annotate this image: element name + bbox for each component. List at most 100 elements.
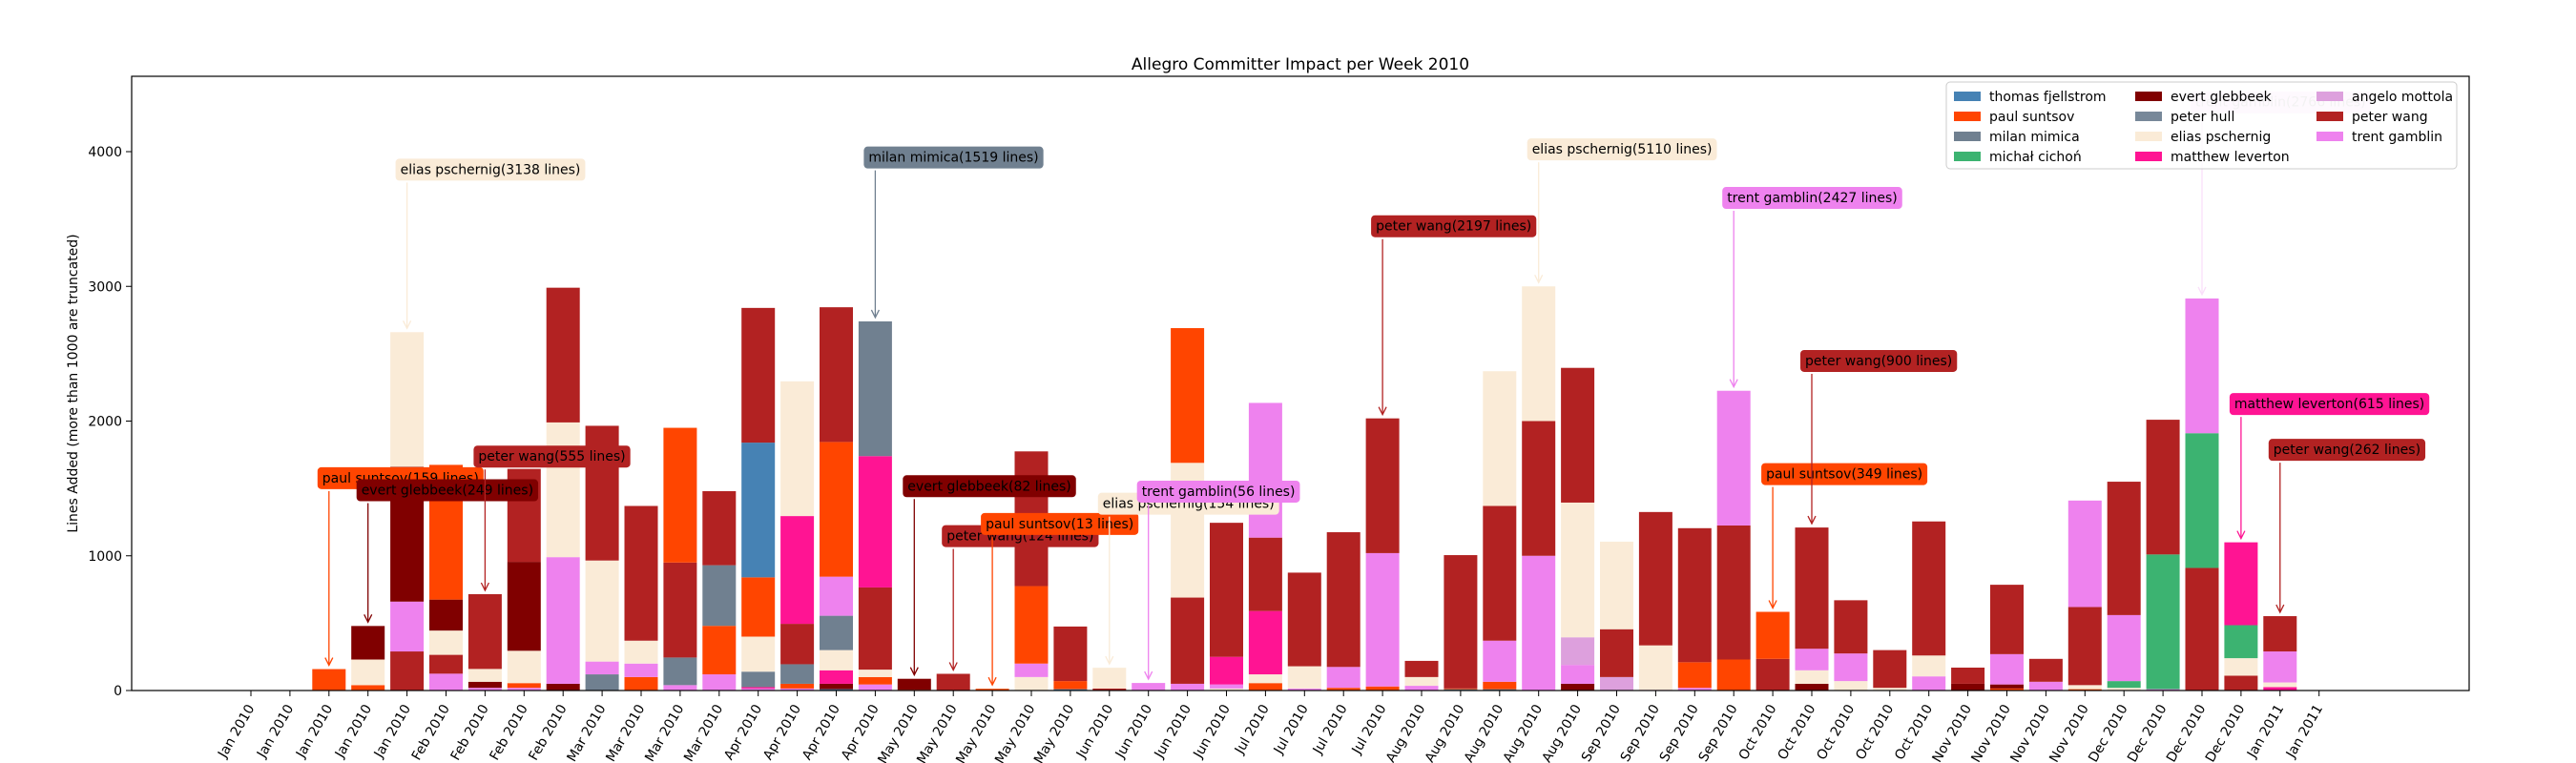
bar-segment-angelo-mottola [1600, 676, 1633, 691]
bar-stack [1912, 521, 1946, 691]
annotation: paul suntsov(349 lines) [1761, 463, 1928, 609]
bar-segment-paul-suntsov [780, 683, 815, 689]
bar-segment-evert-glebbeek [546, 683, 580, 691]
bar-segment-peter-wang [1365, 418, 1400, 553]
bar-segment-trent-gamblin [1677, 688, 1712, 691]
annotation-label: evert glebbeek(82 lines) [907, 479, 1070, 494]
annotation-label: elias pschernig(5110 lines) [1532, 142, 1713, 157]
annotation-label: peter wang(2197 lines) [1376, 219, 1531, 235]
bar-segment-elias-pschernig [1638, 645, 1672, 691]
annotation-box [863, 146, 1044, 169]
bar-stack [351, 626, 385, 691]
bar-segment-paul-suntsov [2067, 689, 2102, 691]
bar-segment-micha-cicho [2146, 554, 2180, 690]
annotation: peter wang(262 lines) [2268, 439, 2426, 614]
bar-segment-peter-wang [1326, 532, 1361, 668]
bar-segment-elias-pschernig [624, 640, 658, 664]
bar-segment-matthew-leverton [1210, 656, 1243, 685]
bar-segment-elias-pschernig [1561, 502, 1595, 638]
annotation-label: trent gamblin(56 lines) [1142, 485, 1296, 500]
bar-segment-peter-wang [390, 651, 425, 691]
bar-segment-paul-suntsov [1248, 683, 1282, 691]
bar-segment-evert-glebbeek [351, 626, 385, 660]
bar-segment-paul-suntsov [741, 577, 776, 637]
bar-segment-peter-wang [1912, 521, 1946, 656]
legend-item-micha-cicho: michał cichoń [1954, 150, 2082, 165]
bar-segment-peter-wang [1755, 658, 1790, 691]
bar-stack [390, 332, 425, 691]
bar-segment-peter-wang [1053, 626, 1088, 682]
legend-frame [1945, 81, 2458, 170]
bar-segment-trent-gamblin [702, 674, 737, 691]
annotation-label: peter wang(262 lines) [2274, 443, 2420, 458]
bar-stack [312, 669, 346, 691]
legend-swatch [1954, 152, 1981, 161]
bar-segment-trent-gamblin [1404, 686, 1439, 691]
bar-segment-trent-gamblin [1014, 663, 1049, 677]
bar-segment-peter-wang [2146, 420, 2180, 555]
arrow-head-icon [2236, 530, 2246, 541]
bar-segment-elias-pschernig [1912, 655, 1946, 677]
bar-stack [1053, 626, 1088, 691]
bar-stack [1404, 660, 1439, 691]
arrow-head-icon [2197, 286, 2207, 297]
bar-segment-trent-gamblin [820, 576, 853, 616]
bar-stack [780, 381, 815, 691]
bar-segment-peter-wang [624, 505, 658, 641]
bar-segment-paul-suntsov [1755, 611, 1790, 659]
bar-segment-elias-pschernig [1600, 541, 1633, 629]
bar-segment-micha-cicho [2107, 681, 2141, 689]
bar-segment-peter-wang [1873, 650, 1907, 689]
bar-stack [663, 427, 697, 691]
bar-stack [1483, 371, 1517, 691]
annotation-label: milan mimica(1519 lines) [868, 151, 1038, 166]
y-tick-label: 3000 [88, 279, 122, 295]
bar-segment-angelo-mottola [1561, 637, 1595, 666]
bar-stack [1638, 511, 1672, 691]
annotation-box [1800, 349, 1958, 372]
legend-item-trent-gamblin: trent gamblin [2316, 130, 2442, 145]
chart-title: Allegro Committer Impact per Week 2010 [1132, 55, 1469, 74]
annotation: milan mimica(1519 lines) [863, 146, 1044, 320]
bar-stack [858, 320, 892, 691]
bar-segment-peter-wang [1638, 511, 1672, 646]
bar-segment-peter-wang [1522, 421, 1556, 556]
bar-segment-evert-glebbeek [1561, 683, 1595, 691]
bar-segment-elias-pschernig [1287, 666, 1321, 689]
arrow-head-icon [324, 657, 334, 667]
bar-segment-paul-suntsov [1483, 681, 1517, 690]
bar-segment-peter-wang [1716, 525, 1751, 660]
bar-segment-trent-gamblin [858, 684, 892, 691]
bar-segment-peter-wang [858, 587, 892, 670]
bar-stack [741, 307, 776, 691]
bar-segment-elias-pschernig [351, 659, 385, 686]
bar-segment-evert-glebbeek [429, 599, 463, 631]
bar-stack [1287, 572, 1321, 691]
bar-segment-peter-wang [1483, 505, 1517, 641]
arrow-head-icon [1144, 670, 1153, 681]
bar-segment-paul-suntsov [312, 669, 346, 691]
y-tick-label: 2000 [88, 415, 122, 430]
annotation-box [1136, 480, 1300, 503]
bar-segment-paul-suntsov [1990, 688, 2024, 691]
annotation-label: peter wang(900 lines) [1805, 354, 1952, 369]
annotation-label: elias pschernig(3138 lines) [401, 162, 581, 177]
bar-stack [1444, 555, 1478, 691]
bar-segment-trent-gamblin [390, 601, 425, 652]
y-axis-label: Lines Added (more than 1000 are truncate… [66, 234, 81, 532]
bar-segment-micha-cicho [2185, 433, 2219, 568]
bar-segment-paul-suntsov [1014, 586, 1049, 664]
bar-segment-milan-mimica [820, 615, 853, 650]
bar-stack [1755, 611, 1790, 691]
bar-stack [624, 505, 658, 691]
bar-segment-milan-mimica [780, 664, 815, 684]
legend-label: paul suntsov [1989, 110, 2074, 125]
bar-stack [1834, 600, 1868, 691]
annotation-label: evert glebbeek(249 lines) [362, 484, 533, 499]
bar-segment-milan-mimica [1483, 689, 1517, 691]
annotation: evert glebbeek(249 lines) [356, 479, 539, 624]
legend-swatch [2316, 132, 2343, 141]
bar-stack [1716, 390, 1751, 691]
annotation-label: matthew leverton(615 lines) [2234, 397, 2424, 412]
bar-stack [1522, 286, 1556, 691]
